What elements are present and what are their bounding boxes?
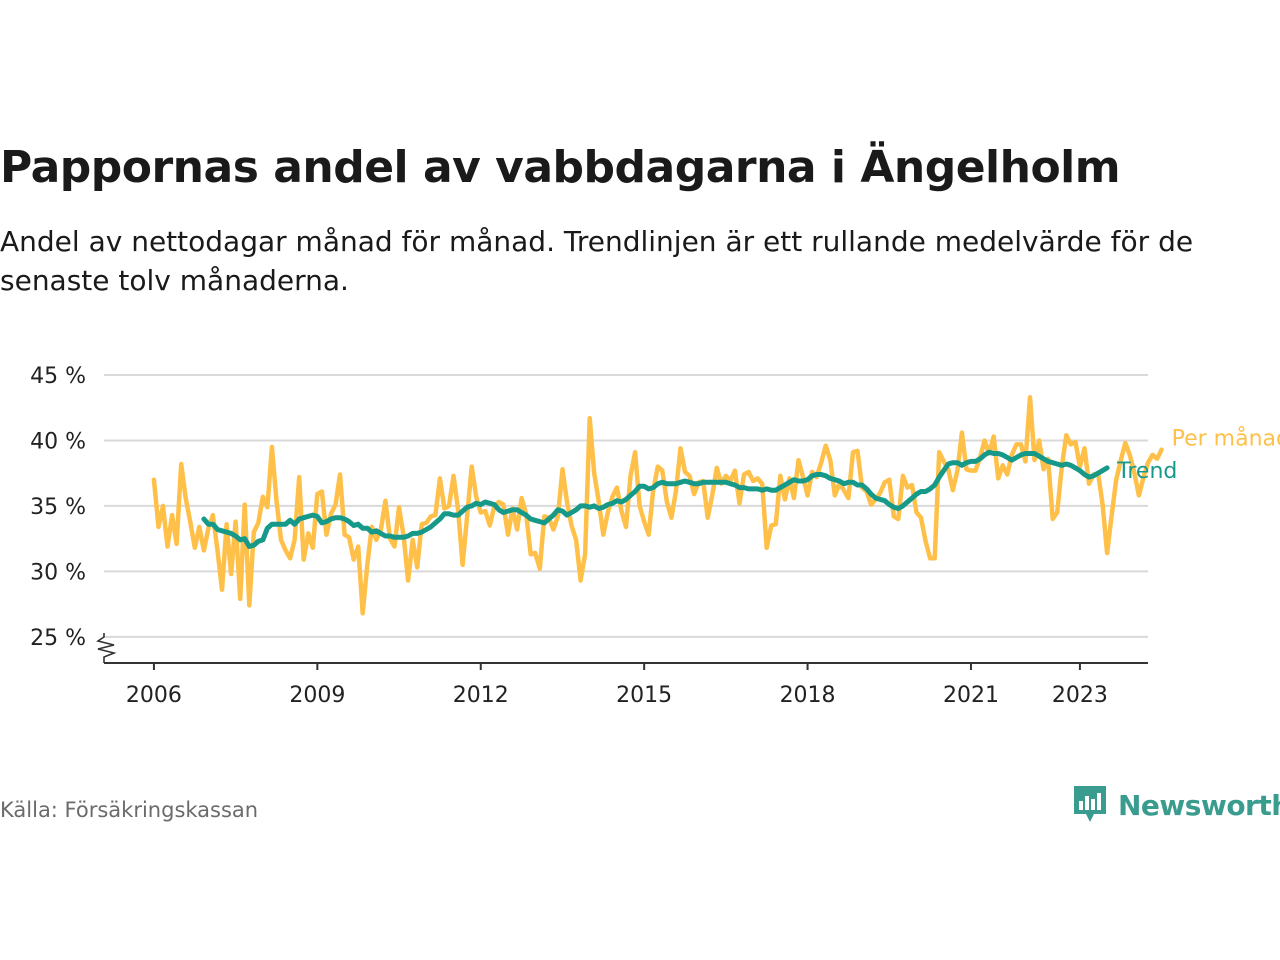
axis-break-icon [96, 633, 117, 663]
brand-logo: Newsworthy [1072, 784, 1280, 826]
x-tick-label: 2021 [943, 683, 999, 708]
y-tick-label: 25 % [30, 626, 86, 651]
x-tick-label: 2009 [289, 683, 345, 708]
x-tick-label: 2015 [616, 683, 672, 708]
newsworthy-logo-icon [1074, 786, 1106, 822]
x-tick-label: 2006 [126, 683, 182, 708]
y-tick-label: 45 % [30, 364, 86, 389]
line-chart: 25 % 30 % 35 % 40 % 45 % 2006 2009 2012 2015 201… [30, 364, 1280, 708]
brand-name: Newsworthy [1118, 788, 1280, 822]
series-lines [151, 395, 1164, 616]
chart-title: Pappornas andel av vabbdagarna i Ängelho… [0, 142, 1121, 193]
series-labels: Per månad Trend [1116, 426, 1280, 484]
series-label: Per månad [1172, 426, 1280, 452]
y-tick-label: 35 % [30, 495, 86, 520]
chart-subtitle: Andel av nettodagar månad för månad. Tre… [0, 225, 1194, 297]
x-ticks: 2006 2009 2012 2015 2018 2021 2023 [126, 663, 1108, 708]
source-note: Källa: Försäkringskassan [0, 798, 259, 822]
x-tick-label: 2023 [1052, 683, 1108, 708]
y-axis: 25 % 30 % 35 % 40 % 45 % [30, 364, 86, 651]
trend-series-line [201, 449, 1110, 549]
y-tick-label: 30 % [30, 560, 86, 585]
series-label: Trend [1116, 459, 1177, 484]
x-tick-label: 2018 [780, 683, 836, 708]
y-tick-label: 40 % [30, 429, 86, 454]
monthly-series-line [151, 395, 1164, 616]
x-axis [96, 633, 1148, 664]
x-tick-label: 2012 [453, 683, 509, 708]
